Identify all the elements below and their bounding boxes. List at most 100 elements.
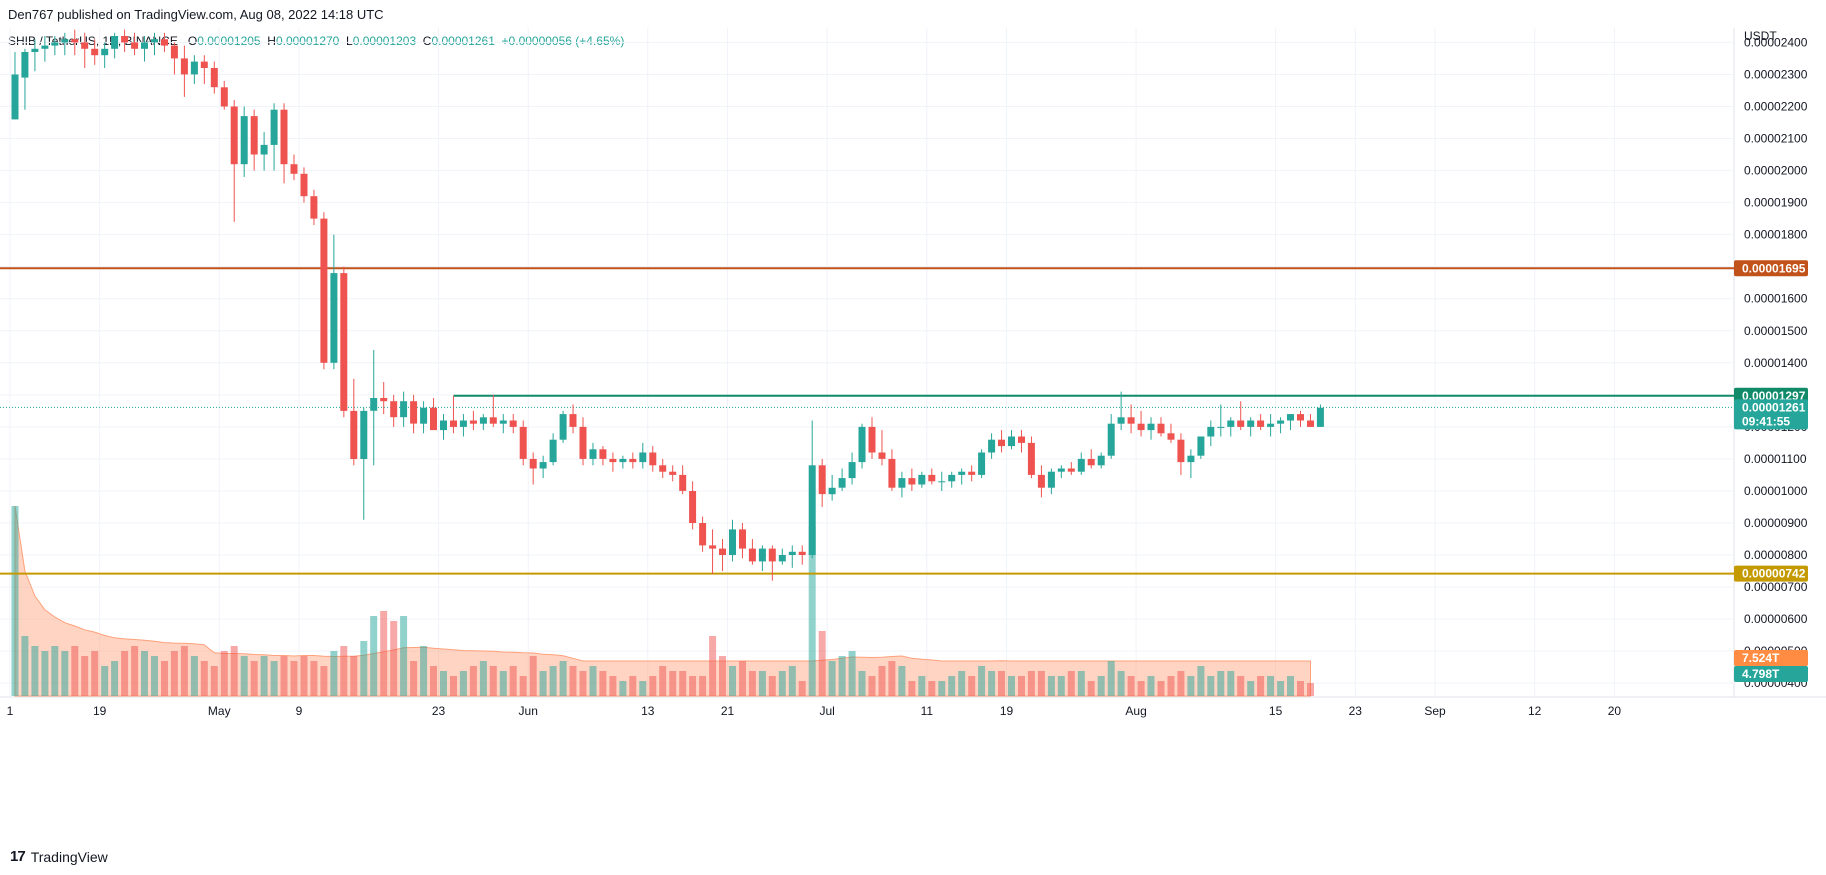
volume-bar bbox=[41, 651, 49, 696]
candle bbox=[420, 401, 428, 434]
candle bbox=[1067, 462, 1075, 475]
candle bbox=[81, 32, 89, 69]
volume-bar bbox=[270, 661, 278, 696]
candle bbox=[1307, 414, 1314, 427]
candle-body bbox=[798, 551, 806, 555]
volume-bar bbox=[619, 681, 627, 696]
volume-bar bbox=[888, 661, 896, 696]
candle bbox=[350, 378, 358, 466]
candle-body bbox=[1227, 420, 1235, 427]
volume-bar bbox=[509, 666, 517, 696]
volume-bar bbox=[151, 656, 158, 696]
volume-bar bbox=[539, 671, 547, 696]
candle bbox=[360, 407, 368, 520]
volume-bar bbox=[689, 676, 697, 696]
candle-body bbox=[360, 410, 368, 459]
x-tick-label: Sep bbox=[1424, 704, 1446, 718]
candle bbox=[1127, 404, 1135, 434]
candle bbox=[479, 414, 487, 431]
volume-bar bbox=[250, 661, 258, 696]
volume-bar bbox=[1197, 666, 1205, 696]
candle bbox=[868, 417, 876, 459]
volume-bar bbox=[1167, 676, 1175, 696]
candle bbox=[370, 349, 378, 466]
candle bbox=[290, 154, 298, 181]
x-tick-label: 11 bbox=[921, 704, 934, 718]
candle-body bbox=[430, 407, 437, 431]
volume-bar bbox=[190, 656, 198, 696]
candle bbox=[489, 394, 497, 427]
candle-body bbox=[1107, 423, 1115, 456]
candle bbox=[499, 414, 507, 434]
volume-bar bbox=[928, 681, 936, 696]
candle-body bbox=[1207, 426, 1215, 437]
candle-body bbox=[1157, 423, 1165, 434]
candle-body bbox=[629, 458, 637, 463]
candle-body bbox=[479, 417, 487, 424]
candle-body bbox=[1147, 423, 1155, 431]
candle bbox=[509, 414, 517, 434]
y-tick-label: 0.00000900 bbox=[1744, 516, 1808, 530]
candle bbox=[778, 548, 786, 565]
volume-tag-text: 7.524T bbox=[1742, 651, 1780, 665]
candle-body bbox=[549, 439, 557, 463]
candle-body bbox=[420, 407, 428, 424]
volume-bar bbox=[320, 666, 328, 696]
candle bbox=[450, 410, 457, 434]
x-tick-label: 23 bbox=[432, 704, 446, 718]
volume-bar bbox=[529, 656, 537, 696]
candle bbox=[330, 234, 338, 370]
candle-body bbox=[1267, 423, 1275, 427]
publish-header: Den767 published on TradingView.com, Aug… bbox=[0, 0, 1826, 28]
level-price-tag-text: 0.00000742 bbox=[1742, 567, 1806, 581]
y-tick-label: 0.00001000 bbox=[1744, 484, 1808, 498]
volume-bar bbox=[1127, 676, 1135, 696]
candle bbox=[1057, 465, 1065, 479]
time-axis[interactable]: 1 19 May 9 23 Jun 13 21 Jul 11 19 Aug 15 23 Sep 12 20 bbox=[7, 704, 1622, 718]
volume-bar bbox=[1207, 676, 1215, 696]
candle-body bbox=[61, 39, 69, 43]
candle bbox=[539, 455, 547, 479]
price-axis[interactable]: USDT 0.00002400 0.00002300 0.00002200 0.000… bbox=[1744, 29, 1808, 690]
candle bbox=[768, 545, 776, 581]
last-price-value: 0.00001261 bbox=[1742, 400, 1806, 414]
y-tick-label: 0.00000700 bbox=[1744, 580, 1808, 594]
candle-body bbox=[450, 420, 457, 427]
volume-bar bbox=[828, 661, 836, 696]
candle-body bbox=[1307, 420, 1314, 427]
volume-bar bbox=[300, 656, 308, 696]
y-tick-label: 0.00002000 bbox=[1744, 164, 1808, 178]
volume-bar bbox=[589, 666, 597, 696]
volume-bar bbox=[1137, 681, 1145, 696]
candle bbox=[1287, 414, 1294, 431]
published-by-line: Den767 published on TradingView.com, Aug… bbox=[8, 7, 384, 22]
price-chart[interactable]: USDT 0.00002400 0.00002300 0.00002200 0.000… bbox=[0, 28, 1826, 840]
volume-bar bbox=[1067, 671, 1075, 696]
candle bbox=[440, 414, 447, 440]
volume-bar bbox=[479, 661, 487, 696]
volume-bar bbox=[798, 681, 806, 696]
candle bbox=[1107, 414, 1115, 459]
candle-body bbox=[489, 417, 497, 424]
volume-bar bbox=[818, 631, 826, 696]
candle bbox=[11, 52, 19, 120]
candle bbox=[858, 423, 866, 469]
volume-tag: 7.524T bbox=[1734, 650, 1808, 666]
volume-bar bbox=[1107, 661, 1115, 696]
candle-body bbox=[250, 116, 258, 155]
candle-body bbox=[1257, 420, 1265, 427]
volume-bar bbox=[1237, 676, 1245, 696]
candle-body bbox=[988, 439, 996, 453]
volume-bar bbox=[998, 671, 1005, 696]
volume-bar bbox=[280, 656, 288, 696]
candle-body bbox=[151, 39, 158, 43]
candle-body bbox=[210, 68, 218, 88]
candle bbox=[599, 446, 607, 466]
candle bbox=[649, 446, 657, 472]
volume-bar bbox=[499, 671, 507, 696]
candle bbox=[131, 32, 139, 56]
candle-countdown: 09:41:55 bbox=[1742, 414, 1790, 428]
volume-bar bbox=[200, 661, 208, 696]
level-price-tag: 0.00001695 bbox=[1734, 260, 1808, 277]
volume-bar bbox=[11, 506, 19, 696]
